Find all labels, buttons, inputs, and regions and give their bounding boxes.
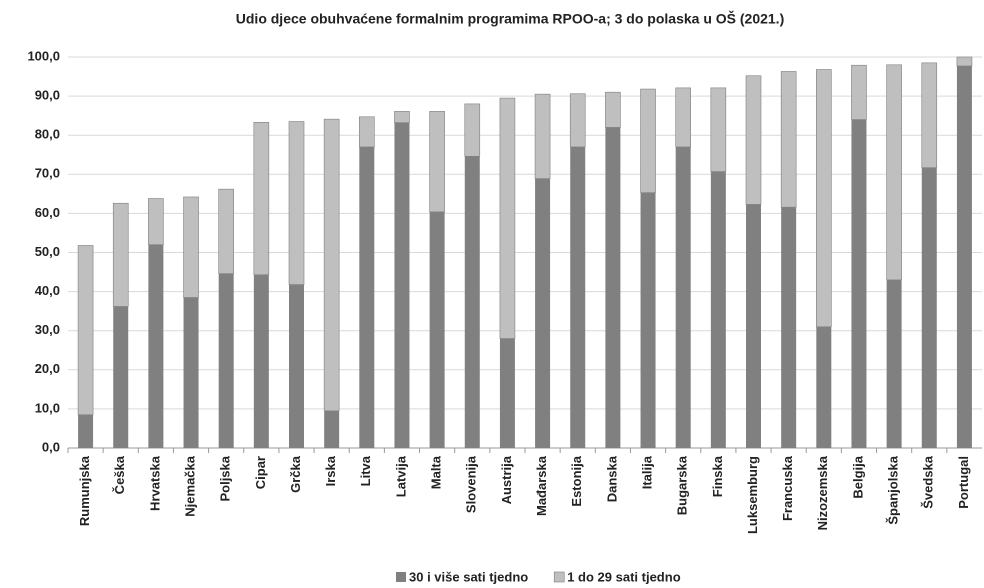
y-tick-label: 60,0 [35,205,60,220]
bar-segment [780,71,797,208]
x-tick-label: Švedska [921,455,936,509]
x-tick-label: Latvija [393,455,408,497]
bar-segment [921,62,938,168]
bar-segment [394,122,410,449]
x-tick-label: Slovenija [464,455,479,513]
bar-segment [429,211,445,448]
bar-segment [781,207,797,448]
legend-label: 1 do 29 sati tjedno [567,569,680,584]
bar-segment [675,146,691,448]
bar-segment [886,279,902,448]
bar-segment [148,198,164,245]
y-tick-label: 50,0 [35,244,60,259]
x-tick-label: Irska [323,455,338,486]
x-tick-label: Mađarska [534,455,549,516]
bar-segment [464,156,480,448]
y-tick-label: 90,0 [35,88,60,103]
x-tick-label: Finska [710,455,725,497]
y-tick-label: 30,0 [35,322,60,337]
bar-segment [851,64,867,120]
y-tick-label: 80,0 [35,127,60,142]
bar-segment [605,127,621,448]
x-tick-label: Francuska [780,455,795,521]
bar-segment [886,64,902,281]
bar-segment [499,97,516,339]
x-tick-label: Poljska [218,455,233,501]
bar-segment [745,75,762,205]
bar-segment [851,119,867,448]
x-tick-label: Hrvatska [147,455,162,511]
x-tick-label: Nizozemska [815,455,830,530]
bar-segment [534,93,551,179]
x-tick-label: Luksemburg [745,456,760,534]
bar-segment [746,204,761,448]
bar-segment [253,121,270,276]
y-tick-label: 0,0 [42,439,60,454]
bar-segment [956,56,973,67]
legend-label: 30 i više sati tjedno [409,569,528,584]
y-tick-label: 20,0 [35,361,60,376]
bar-segment [148,244,164,448]
bar-segment [921,167,937,448]
bar-segment [816,326,832,448]
x-tick-label: Italija [639,455,654,489]
x-tick-label: Belgija [850,455,865,498]
y-tick-label: 10,0 [35,400,60,415]
legend-swatch [396,572,406,582]
bar-segment [359,116,375,148]
bar-segment [394,111,410,123]
x-tick-label: Rumunjska [77,455,92,526]
legend-swatch [553,571,565,583]
y-tick-label: 70,0 [35,166,60,181]
bar-segment [323,118,340,412]
bar-segment [640,88,656,193]
x-tick-label: Cipar [253,456,268,489]
bar-segment [710,87,727,172]
x-tick-label: Bugarska [675,455,690,515]
bar-segment [324,410,340,448]
bar-segment [183,297,199,448]
x-tick-label: Austrija [499,455,514,504]
bar-segment [77,245,94,416]
bar-segment [640,192,656,448]
y-tick-label: 40,0 [35,283,60,298]
x-tick-label: Grčka [288,455,303,493]
x-tick-label: Španjolska [886,455,901,524]
bar-segment [183,196,199,298]
bar-segment [570,146,586,448]
x-tick-label: Malta [429,455,444,489]
x-tick-label: Estonija [569,455,584,506]
bar-segment [464,103,481,157]
bar-segment [218,188,234,274]
bar-segment [956,65,972,449]
x-tick-label: Danska [604,455,619,502]
bar-segment [78,414,94,448]
bar-segment [253,274,269,448]
bar-segment [710,171,726,449]
x-tick-label: Portugal [956,456,971,509]
bar-segment [288,121,305,285]
x-tick-label: Češka [112,455,127,494]
bar-segment [289,284,304,448]
x-tick-label: Njemačka [182,455,197,516]
bar-segment [359,146,375,448]
bar-segment [535,178,551,448]
bar-segment [605,91,621,128]
bar-segment [218,273,234,448]
bar-segment [113,306,129,448]
bar-segment [816,69,832,328]
y-tick-label: 100,0 [27,48,60,63]
bar-segment [429,111,445,213]
chart-title: Udio djece obuhvaćene formalnim programi… [236,10,784,27]
x-tick-label: Litva [358,455,373,486]
bar-segment [569,93,586,148]
bar-segment [499,338,515,448]
bar-segment [112,202,129,307]
bar-segment [675,87,691,148]
